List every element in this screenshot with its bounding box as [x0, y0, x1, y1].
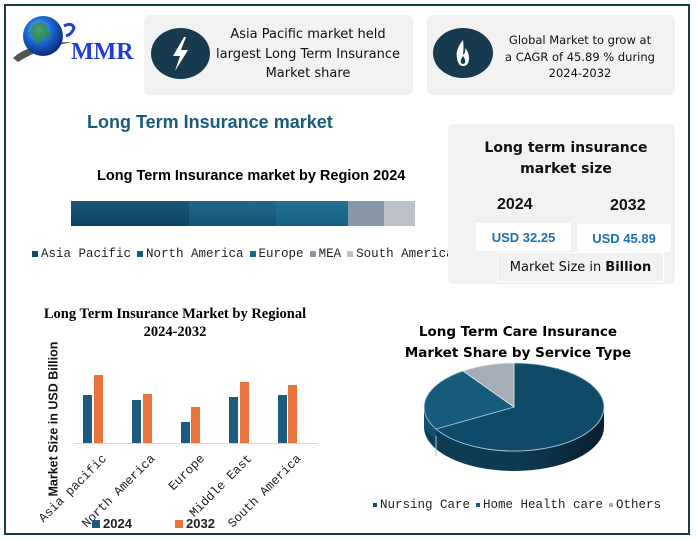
bar-asia-pacific-2032 [94, 375, 103, 443]
region-chart-legend: Asia Pacific North America Europe MEA So… [32, 247, 460, 261]
legend-item-south-america: South America [347, 247, 454, 261]
bar-europe-2032 [191, 407, 200, 443]
highlight-text-asia: Asia Pacific market held largest Long Te… [216, 27, 400, 81]
mmr-logo: MMR [10, 12, 140, 68]
year-2024-label: 2024 [497, 196, 533, 213]
x-axis-line [74, 443, 318, 444]
bar-south-america-2032 [288, 385, 297, 443]
market-value-2032: USD 45.89 [577, 224, 671, 252]
bar-middle-east-2032 [240, 382, 249, 443]
regional-chart-legend-2024: 2024 [92, 516, 132, 531]
legend-item-mea: MEA [309, 247, 341, 261]
bar-north-america-2024 [132, 400, 141, 443]
legend-item-europe: Europe [249, 247, 304, 261]
market-value-2024: USD 32.25 [476, 223, 571, 251]
highlight-text-cagr: Global Market to grow at a CAGR of 45.89… [505, 33, 655, 80]
bar-segment-north-america [189, 201, 276, 226]
regional-chart-legend-2032: 2032 [175, 516, 215, 531]
legend-item-asia-pacific: Asia Pacific [32, 247, 131, 261]
region-chart-title: Long Term Insurance market by Region 202… [97, 168, 406, 184]
infographic-frame [4, 4, 690, 535]
bar-asia-pacific-2024 [83, 395, 92, 443]
highlight-card-asia: Asia Pacific market held largest Long Te… [144, 15, 413, 95]
bar-north-america-2032 [143, 394, 152, 443]
bar-segment-europe [276, 201, 348, 226]
legend-item-north-america: North America [137, 247, 244, 261]
legend-item-nursing-care: Nursing Care [373, 498, 470, 512]
flame-icon [433, 28, 493, 78]
legend-item-home-health-care: Home Health care [476, 498, 603, 512]
bar-segment-south-america [384, 201, 415, 226]
region-stacked-bar [71, 201, 415, 226]
bar-middle-east-2024 [229, 397, 238, 443]
regional-chart-title: Long Term Insurance Market by Regional 2… [43, 306, 307, 340]
year-2032-label: 2032 [610, 197, 646, 214]
bar-segment-mea [348, 201, 384, 226]
market-size-title: Long term insurance market size [484, 140, 648, 177]
page-title: Long Term Insurance market [87, 112, 333, 132]
globe-icon [13, 16, 76, 62]
logo-text: MMR [71, 39, 134, 65]
bar-segment-asia-pacific [71, 201, 189, 226]
lightning-bolt-icon [151, 28, 210, 79]
bar-europe-2024 [181, 422, 190, 443]
regional-chart-y-axis-label: Market Size in USD Billion [46, 341, 61, 497]
bar-south-america-2024 [278, 395, 287, 443]
market-size-unit: Market Size in Billion [497, 252, 664, 282]
highlight-card-cagr: Global Market to grow at a CAGR of 45.89… [427, 15, 675, 95]
legend-item-others: Others [609, 498, 661, 512]
service-type-pie-chart [423, 362, 605, 471]
pie-chart-legend: Nursing Care Home Health care Others [373, 498, 667, 512]
